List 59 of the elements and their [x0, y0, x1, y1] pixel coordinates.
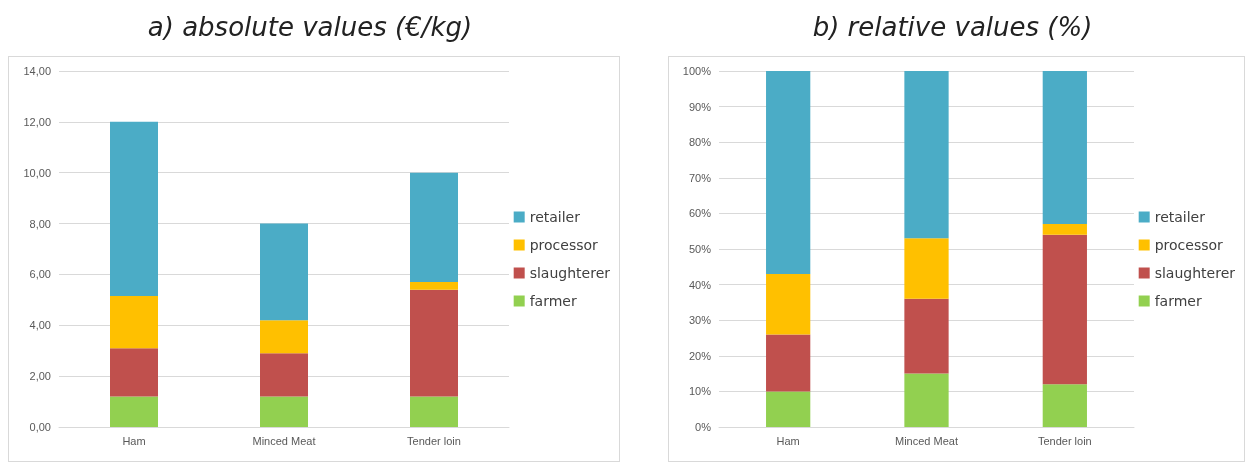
bar	[110, 396, 158, 427]
y-tick-label: 0,00	[29, 421, 51, 433]
x-tick-label: Ham	[776, 434, 800, 447]
chart-title: a) absolute values (€/kg)	[146, 12, 474, 42]
y-tick-label: 10%	[688, 385, 712, 398]
bar	[260, 396, 308, 427]
bar	[110, 348, 158, 397]
bar	[1042, 234, 1087, 385]
bar	[904, 238, 949, 299]
y-tick-label: 14,00	[23, 65, 51, 77]
bar	[766, 334, 811, 392]
y-tick-label: 2,00	[29, 370, 51, 383]
bar	[766, 391, 811, 427]
legend-label: retailer	[1154, 209, 1206, 225]
x-tick-label: Ham	[122, 434, 146, 447]
bar	[904, 373, 949, 427]
y-tick-label: 100%	[682, 65, 712, 77]
legend-label: farmer	[529, 293, 577, 309]
y-tick-label: 70%	[688, 171, 712, 184]
chart-title: b) relative values (%)	[811, 12, 1094, 42]
legend-label: retailer	[529, 209, 581, 225]
x-tick-label: Tender loin	[1037, 434, 1092, 447]
bar	[110, 121, 158, 297]
bar	[1042, 71, 1087, 225]
y-tick-label: 12,00	[23, 115, 51, 128]
bar	[260, 320, 308, 354]
y-tick-label: 20%	[688, 349, 712, 362]
bar	[110, 296, 158, 349]
bar	[410, 289, 458, 397]
legend-label: processor	[529, 237, 599, 253]
y-tick-label: 30%	[688, 314, 712, 327]
y-tick-label: 6,00	[29, 268, 51, 281]
bar	[410, 172, 458, 283]
y-tick-label: 10,00	[23, 166, 51, 179]
bar	[1042, 384, 1087, 427]
bar	[410, 282, 458, 290]
bar	[766, 71, 811, 274]
legend-label: slaughterer	[529, 265, 611, 281]
bar	[766, 273, 811, 335]
y-tick-label: 4,00	[29, 319, 51, 332]
bar	[410, 396, 458, 427]
x-tick-label: Minced Meat	[252, 434, 316, 447]
y-tick-label: 90%	[688, 100, 712, 113]
bar	[1042, 224, 1087, 235]
legend-label: slaughterer	[1154, 265, 1236, 281]
y-tick-label: 40%	[688, 278, 712, 291]
bar	[260, 353, 308, 397]
legend-label: farmer	[1154, 293, 1202, 309]
y-tick-label: 80%	[688, 136, 712, 149]
y-tick-label: 60%	[688, 207, 712, 220]
bar	[260, 223, 308, 321]
y-tick-label: 50%	[688, 243, 712, 255]
y-tick-label: 0%	[695, 421, 712, 433]
bar	[904, 71, 949, 239]
legend-label: processor	[1154, 237, 1224, 253]
x-tick-label: Tender loin	[407, 434, 461, 447]
y-tick-label: 8,00	[29, 217, 51, 230]
bar	[904, 298, 949, 374]
x-tick-label: Minced Meat	[895, 434, 958, 447]
